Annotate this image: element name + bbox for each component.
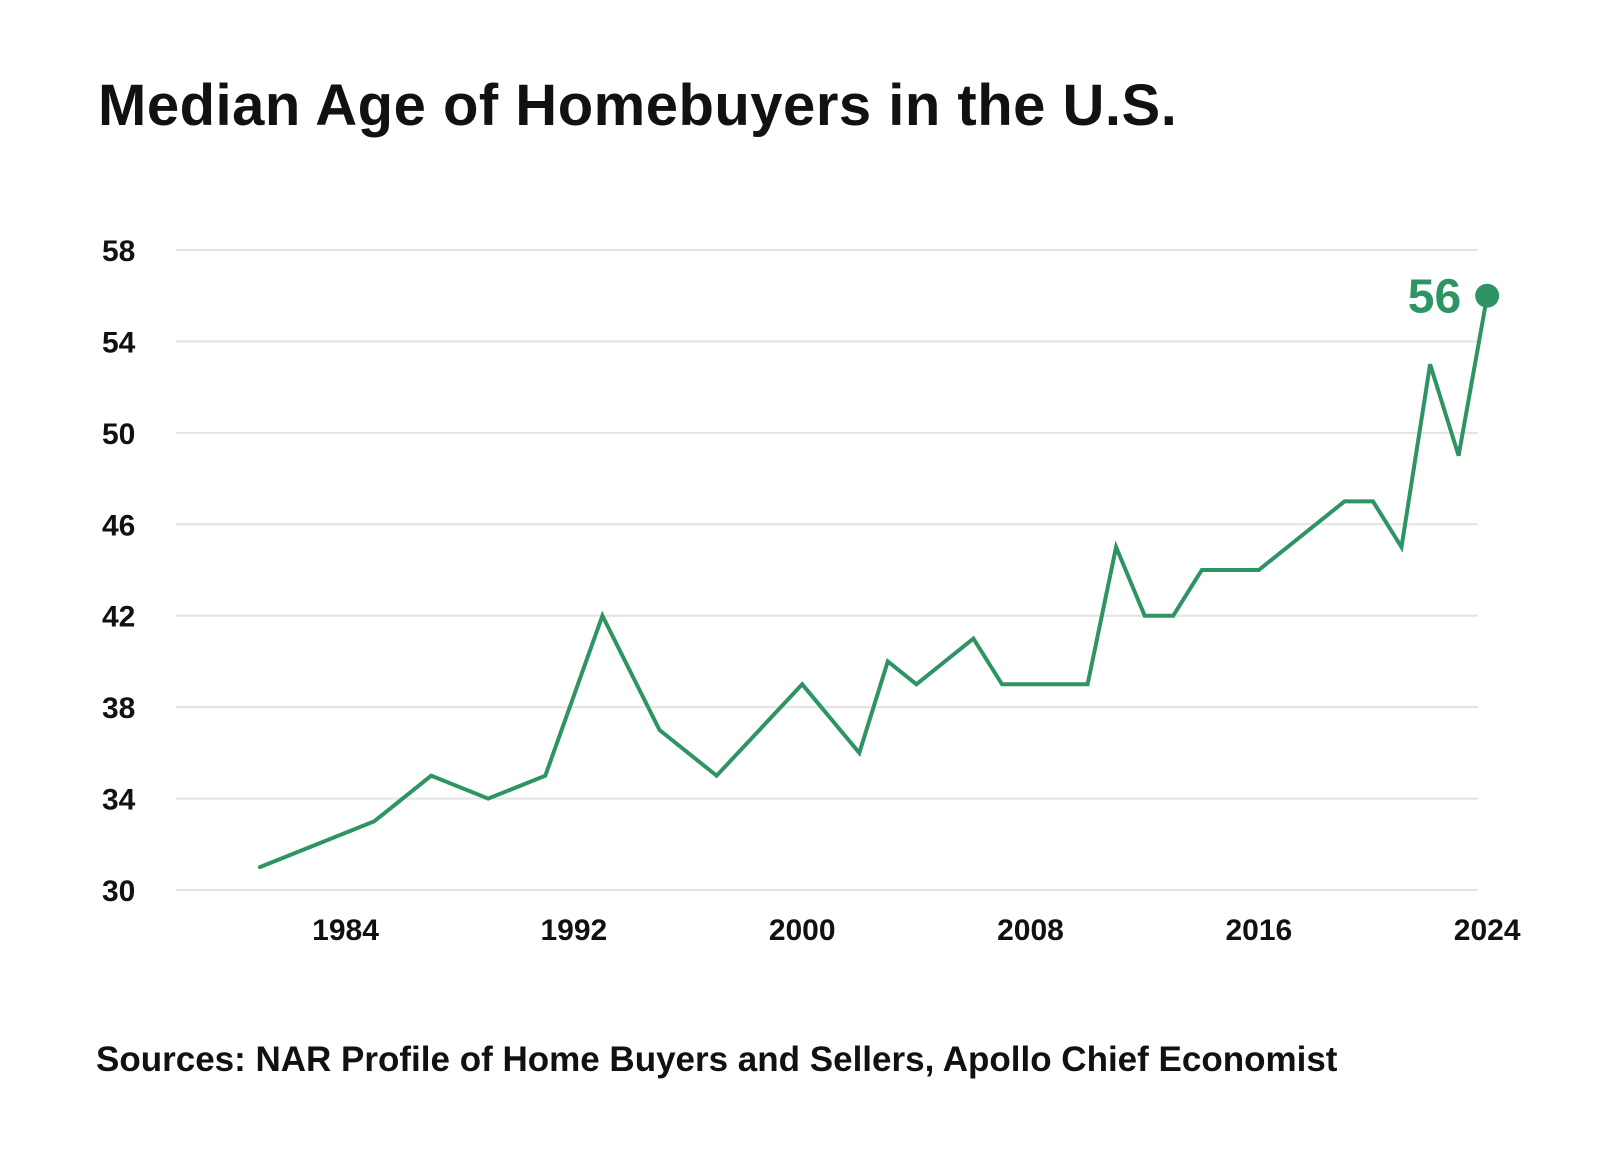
- gridlines: [176, 249, 1478, 891]
- x-tick-label: 2016: [1225, 914, 1292, 947]
- x-tick-label: 2024: [1454, 914, 1521, 947]
- annotation-layer: 56: [1408, 271, 1500, 324]
- x-axis-ticks: 1984 1992 2000 2008 2016 2024: [312, 914, 1521, 947]
- series-layer: [257, 293, 1490, 870]
- y-tick-label: 30: [102, 875, 135, 908]
- data-label: 56: [1408, 271, 1461, 324]
- y-axis-ticks: 30 34 38 42 46 50 54 58: [102, 235, 136, 908]
- y-tick-label: 58: [102, 235, 135, 268]
- x-tick-label: 1984: [312, 914, 379, 947]
- y-tick-label: 50: [102, 418, 135, 451]
- x-tick-label: 2000: [769, 914, 836, 947]
- endpoint-marker: [1475, 283, 1500, 308]
- series-line: [257, 293, 1490, 870]
- chart-title: Median Age of Homebuyers in the U.S.: [98, 73, 1178, 138]
- y-tick-label: 38: [102, 692, 135, 725]
- x-tick-label: 1992: [540, 914, 607, 947]
- y-tick-label: 54: [102, 326, 136, 359]
- x-tick-label: 2008: [997, 914, 1064, 947]
- y-tick-label: 34: [102, 784, 136, 817]
- source-note: Sources: NAR Profile of Home Buyers and …: [96, 1040, 1338, 1079]
- y-tick-label: 42: [102, 601, 135, 634]
- y-tick-label: 46: [102, 509, 135, 542]
